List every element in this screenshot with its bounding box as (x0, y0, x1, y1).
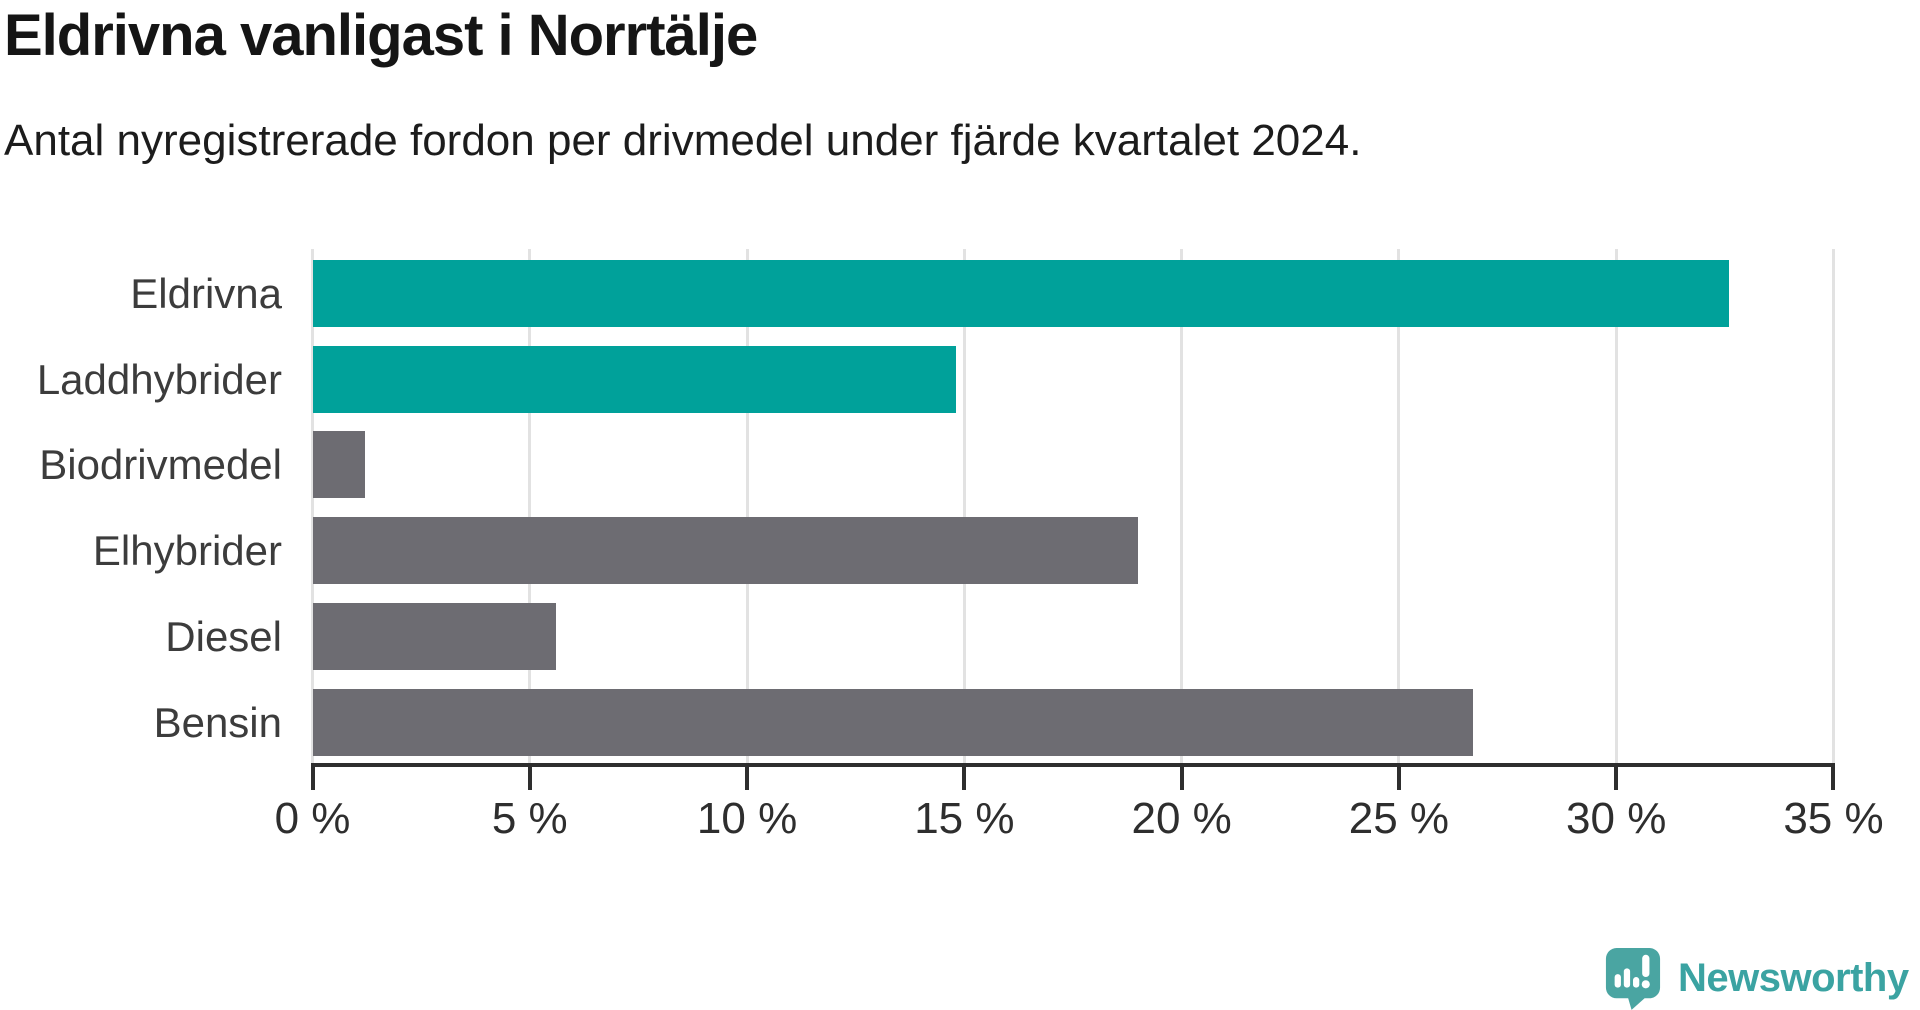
x-axis-tick-label: 20 % (1131, 794, 1232, 843)
x-axis-tick (1614, 763, 1619, 790)
gridline (311, 249, 314, 763)
category-label: Diesel (165, 612, 282, 660)
category-label: Laddhybrider (36, 355, 282, 403)
category-label: Bensin (153, 698, 282, 746)
newsworthy-logo: Newsworthy (1604, 946, 1909, 1010)
x-axis-tick-label: 25 % (1348, 794, 1450, 843)
x-axis-tick-label: 35 % (1783, 794, 1884, 843)
bar-diesel (312, 602, 556, 670)
gridline (745, 249, 749, 763)
bar-laddhybrider (312, 345, 956, 413)
x-axis-tick-label: 0 % (274, 794, 351, 843)
x-axis-tick (1179, 763, 1184, 790)
category-label: Elhybrider (92, 527, 282, 575)
bar-eldrivna (312, 260, 1730, 327)
x-axis-tick-label: 15 % (914, 794, 1015, 843)
bar-biodrivmedel (312, 431, 365, 499)
x-axis-tick (527, 763, 532, 790)
gridline (1397, 249, 1401, 763)
x-axis-tick (962, 763, 967, 790)
gridline (528, 249, 532, 763)
chart-title: Eldrivna vanligast i Norrtälje (4, 3, 758, 68)
x-axis-tick-label: 5 % (491, 794, 568, 843)
x-axis-tick (310, 763, 315, 790)
x-axis-line (310, 763, 1836, 767)
x-axis-tick-label: 10 % (696, 794, 798, 843)
gridline (1831, 249, 1835, 763)
gridline (1614, 249, 1618, 763)
category-label: Eldrivna (130, 270, 282, 317)
x-axis-tick (745, 763, 750, 790)
x-axis-tick (1831, 763, 1836, 790)
chart-subtitle: Antal nyregistrerade fordon per drivmede… (4, 116, 1362, 165)
gridline (1180, 249, 1184, 763)
bar-elhybrider (312, 517, 1139, 585)
category-label: Biodrivmedel (39, 441, 282, 489)
gridline (962, 249, 966, 763)
x-axis-tick-label: 30 % (1566, 794, 1667, 843)
x-axis-tick (1396, 763, 1401, 790)
bar-bensin (312, 688, 1473, 756)
newsworthy-logo-text: Newsworthy (1678, 955, 1909, 1000)
newsworthy-logo-icon (1605, 948, 1661, 1010)
